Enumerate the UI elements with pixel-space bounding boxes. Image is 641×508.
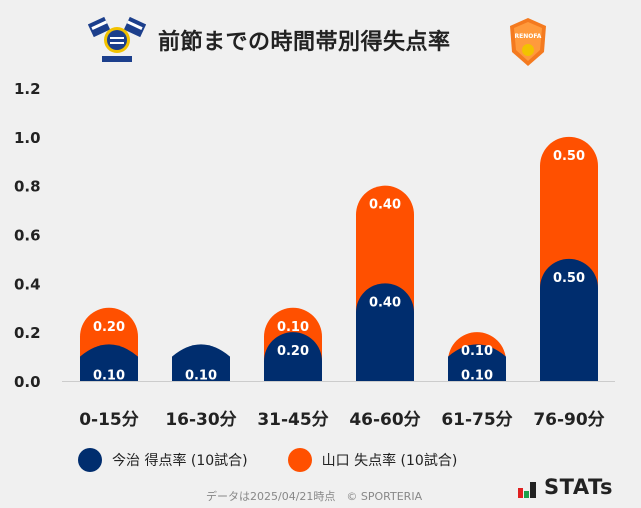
data-label: 0.50 (553, 149, 585, 164)
chart-title: 前節までの時間帯別得失点率 (158, 30, 451, 55)
data-label: 0.20 (277, 344, 309, 359)
bar-imabari (448, 344, 506, 381)
data-label: 0.40 (369, 295, 401, 310)
legend-swatch-navy (78, 448, 102, 472)
data-label: 0.10 (277, 320, 309, 335)
y-tick-label: 0.4 (14, 275, 41, 293)
y-tick-label: 1.2 (14, 80, 41, 98)
stats-logo: STATs (518, 476, 613, 498)
legend-swatch-orange (287, 448, 312, 472)
stats-bars-icon (518, 482, 536, 498)
data-label: 0.40 (369, 198, 401, 213)
data-label: 0.50 (553, 271, 585, 286)
footer-note: データは2025/04/21時点 © SPORTERIA (206, 490, 423, 503)
data-label: 0.10 (461, 369, 493, 384)
bar-imabari (356, 283, 414, 381)
bar-imabari (264, 332, 322, 381)
data-label: 0.10 (185, 369, 217, 384)
legend-label: 山口 失点率 (10試合) (321, 453, 458, 469)
y-tick-label: 0.0 (14, 373, 41, 391)
x-tick-label: 61-75分 (441, 410, 512, 430)
legend-item-imabari: 今治 得点率 (10試合) (78, 448, 248, 472)
bar-chart: 0.0 0.2 0.4 0.6 0.8 1.0 1.2 0.10 0.20 0-15分 0.10 16… (14, 80, 615, 430)
x-tick-label: 46-60分 (349, 410, 420, 430)
bar-imabari (540, 258, 598, 381)
data-label: 0.10 (461, 344, 493, 359)
data-label: 0.20 (93, 320, 125, 335)
imabari-logo (87, 16, 147, 70)
y-tick-label: 0.6 (14, 227, 41, 245)
legend-item-yamaguchi: 山口 失点率 (10試合) (287, 448, 458, 472)
bar-imabari (172, 344, 230, 381)
y-tick-label: 1.0 (14, 129, 41, 147)
x-tick-label: 31-45分 (257, 410, 328, 430)
renofa-logo: RENOFA (508, 16, 548, 72)
x-tick-label: 16-30分 (165, 410, 236, 430)
bar-imabari (80, 344, 138, 381)
y-tick-label: 0.8 (14, 178, 41, 196)
data-label: 0.10 (93, 369, 125, 384)
stats-brand: STATs (544, 475, 613, 499)
legend-label: 今治 得点率 (10試合) (112, 453, 248, 469)
x-tick-label: 76-90分 (533, 410, 604, 430)
svg-text:RENOFA: RENOFA (515, 33, 542, 40)
x-tick-label: 0-15分 (79, 410, 139, 430)
legend: 今治 得点率 (10試合) 山口 失点率 (10試合) (78, 448, 457, 472)
y-tick-label: 0.2 (14, 324, 41, 342)
